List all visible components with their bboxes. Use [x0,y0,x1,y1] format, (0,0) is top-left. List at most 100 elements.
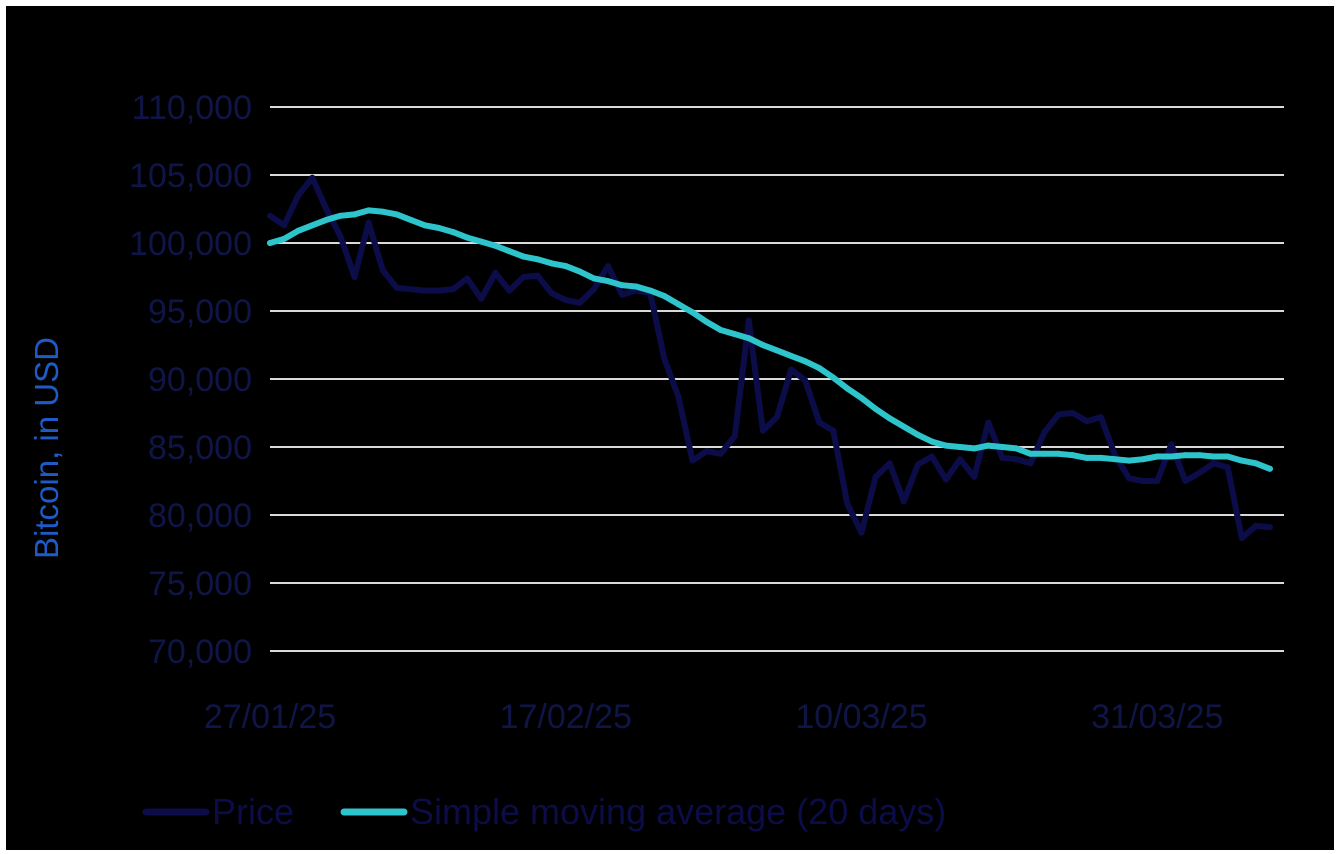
data-point [407,216,414,223]
data-point [590,286,597,293]
data-point [1154,453,1161,460]
data-point [1238,457,1245,464]
data-point [703,448,710,455]
data-point [295,192,302,199]
data-point [590,275,597,282]
data-point [1027,460,1034,467]
data-point [267,212,273,219]
data-point [506,248,513,255]
data-point [647,287,654,294]
data-point [365,219,372,226]
y-axis-title: Bitcoin, in USD [28,337,65,559]
data-point [506,287,513,294]
data-point [619,282,626,289]
data-point [464,234,471,241]
data-point [731,433,738,440]
data-point [858,395,865,402]
data-point [534,256,541,263]
series-layer [267,174,1273,542]
data-point [1027,450,1034,457]
y-tick-label: 105,000 [129,157,252,195]
data-point [914,431,921,438]
data-point [562,297,569,304]
data-point [619,291,626,298]
data-point [802,377,809,384]
data-point [1013,445,1020,452]
data-point [802,358,809,365]
data-point [379,208,386,215]
data-point [816,419,823,426]
data-point [436,287,442,294]
data-point [914,461,921,468]
price-line [267,174,1273,542]
data-point [421,222,428,229]
y-tick-label: 110,000 [132,89,252,127]
data-point [745,335,752,342]
data-point [1083,454,1090,461]
data-point [1266,465,1273,472]
data-point [745,317,752,324]
x-tick-label: 27/01/25 [204,698,336,736]
x-tick-label: 17/02/25 [500,698,632,736]
data-point [393,284,400,291]
data-point [1097,454,1104,461]
data-point [1196,452,1203,459]
x-tick-label: 10/03/25 [795,698,927,736]
data-point [520,274,527,280]
data-point [1126,475,1133,482]
data-point [1252,522,1259,529]
data-point [562,263,569,270]
data-point [999,454,1006,461]
y-tick-label: 90,000 [148,361,252,399]
data-point [886,415,893,422]
data-point [1041,450,1048,457]
y-tick-label: 70,000 [148,633,252,671]
y-tick-label: 95,000 [148,293,252,331]
data-point [492,269,499,276]
data-point [689,457,696,464]
line-chart: 110,000 105,000 100,000 95,000 90,000 85,000 8… [28,89,1284,832]
y-tick-label: 100,000 [129,225,252,263]
data-point [1097,414,1104,421]
legend-label-price: Price [212,791,294,832]
y-tick-label: 85,000 [148,429,252,467]
data-point [844,501,851,508]
data-point [492,242,499,249]
data-point [1196,469,1203,476]
data-point [520,253,527,260]
data-point [633,283,640,290]
data-point [703,318,710,325]
data-point [1126,457,1133,464]
data-point [323,216,330,223]
data-point [1238,535,1245,542]
data-point [774,414,780,421]
data-point [421,287,428,294]
data-point [576,268,583,275]
data-point [858,529,865,536]
data-point [1224,464,1231,471]
data-point [928,438,935,445]
data-point [1154,478,1161,484]
data-point [661,355,668,362]
data-point [957,444,964,450]
data-point [548,290,555,297]
data-point [985,419,992,426]
data-point [351,274,358,280]
price-points [267,174,1273,542]
data-point [1069,452,1076,459]
data-point [830,374,837,381]
data-point [788,352,795,359]
data-point [717,450,724,457]
x-tick-labels: 27/01/25 17/02/25 10/03/25 31/03/25 [204,698,1224,736]
data-point [379,267,386,274]
sma-points [267,207,1273,472]
data-point [675,393,682,400]
data-point [943,442,949,449]
data-point [267,240,273,246]
data-point [1182,452,1189,459]
data-point [1055,450,1062,457]
data-point [534,272,541,279]
data-point [971,445,978,452]
data-point [1140,478,1147,484]
data-point [1083,418,1090,425]
